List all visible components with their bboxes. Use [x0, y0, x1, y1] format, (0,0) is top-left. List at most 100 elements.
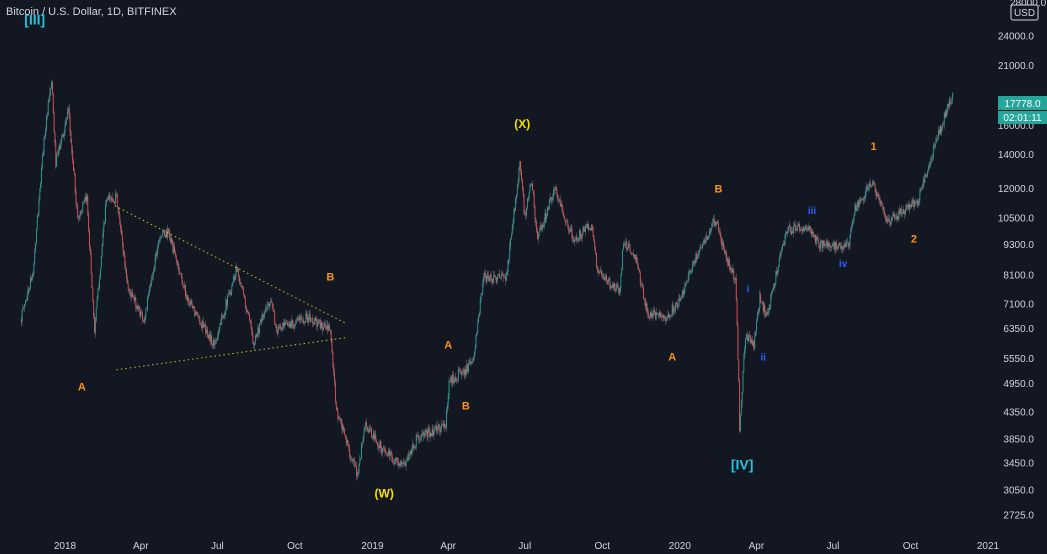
candle-up [140, 312, 142, 317]
candle-up [412, 443, 414, 448]
candle-up [446, 404, 448, 410]
candle-up [473, 351, 475, 358]
candle-down [891, 218, 893, 220]
candle-up [420, 434, 422, 440]
candle-up [831, 246, 832, 248]
candle-up [256, 334, 258, 338]
candle-up [608, 278, 610, 281]
candle-up [787, 231, 789, 233]
candle-down [637, 263, 639, 267]
candle-down [729, 259, 730, 270]
candle-down [623, 244, 625, 246]
wave-label[interactable]: i [747, 284, 750, 295]
candle-up [82, 203, 84, 213]
candle-up [352, 459, 354, 461]
candle-down [124, 254, 126, 266]
candle-up [144, 317, 146, 322]
candle-up [907, 204, 909, 207]
candle-down [583, 227, 585, 229]
candle-up [537, 235, 539, 240]
candle-up [793, 224, 795, 227]
candle-up [161, 235, 163, 238]
time-axis-tick-label: 2019 [361, 541, 384, 552]
wave-label[interactable]: A [444, 340, 452, 352]
candle-down [639, 271, 641, 283]
candle-up [151, 276, 153, 283]
candle-up [763, 305, 765, 312]
candle-down [899, 210, 901, 214]
candle-up [32, 273, 34, 275]
candle-up [796, 227, 798, 231]
candle-down [643, 288, 645, 300]
candle-up [558, 199, 559, 201]
time-axis[interactable]: 2018 Apr Jul Oct 2019 Apr Jul Oct 2020 Apr Jul Oct 2… [54, 541, 1000, 552]
candle-down [897, 216, 899, 220]
candle-down [344, 429, 346, 436]
candle-up [775, 271, 777, 284]
candle-up [937, 138, 938, 140]
candle-up [675, 302, 677, 311]
currency-button[interactable]: USD [1010, 4, 1039, 21]
candle-down [68, 108, 70, 118]
symbol-title[interactable]: Bitcoin / U.S. Dollar, 1D, BITFINEX [6, 6, 177, 18]
candle-up [41, 167, 42, 183]
wave-label[interactable]: (W) [375, 487, 394, 501]
candle-up [116, 193, 117, 195]
candle-up [929, 163, 931, 165]
wave-label[interactable]: B [462, 401, 470, 413]
wave-label[interactable]: [III] [24, 11, 45, 27]
candle-down [679, 298, 681, 301]
candle-down [388, 450, 390, 456]
candle-down [739, 381, 741, 432]
candle-up [635, 257, 637, 260]
candle-up [898, 210, 900, 220]
triangle-trendline[interactable] [114, 205, 347, 325]
wave-label[interactable]: A [668, 351, 676, 363]
candle-down [249, 314, 250, 320]
candle-down [288, 324, 290, 327]
candle-down [85, 196, 87, 202]
candle-down [672, 304, 674, 313]
candle-down [283, 322, 285, 326]
wave-label[interactable]: B [715, 183, 723, 195]
wave-label[interactable]: 1 [870, 141, 876, 153]
candle-down [329, 325, 330, 331]
candle-down [502, 274, 504, 276]
candle-down [663, 316, 665, 319]
candle-down [238, 276, 240, 283]
candle-up [359, 459, 361, 465]
wave-label[interactable]: iii [808, 206, 817, 217]
candle-down [366, 426, 368, 432]
candle-down [573, 239, 575, 242]
wave-label[interactable]: iv [839, 259, 848, 270]
candle-up [939, 126, 941, 134]
price-axis-tick-label: 14000.0 [998, 150, 1035, 161]
candle-up [361, 443, 362, 458]
candle-up [549, 197, 551, 201]
wave-label[interactable]: [IV] [731, 457, 754, 473]
wave-label[interactable]: A [78, 381, 86, 393]
candle-up [210, 335, 212, 342]
candle-up [868, 188, 869, 190]
candle-up [692, 263, 693, 272]
candle-up [41, 155, 43, 168]
currency-button-label[interactable]: USD [1014, 8, 1035, 19]
wave-label[interactable]: (X) [514, 117, 530, 131]
candle-up [574, 240, 575, 242]
candle-up [237, 269, 239, 272]
wave-label[interactable]: 2 [911, 233, 917, 245]
candle-up [435, 425, 437, 428]
candle-up [219, 323, 221, 327]
triangle-trendline[interactable] [116, 337, 347, 371]
candle-down [183, 285, 185, 288]
candle-down [725, 251, 727, 258]
candle-up [193, 306, 195, 308]
candle-up [777, 266, 779, 271]
candle-up [157, 246, 159, 255]
candle-up [204, 324, 206, 326]
candle-up [695, 253, 697, 263]
wave-label[interactable]: ii [760, 352, 766, 363]
candle-up [254, 335, 256, 344]
wave-label[interactable]: B [326, 272, 334, 284]
